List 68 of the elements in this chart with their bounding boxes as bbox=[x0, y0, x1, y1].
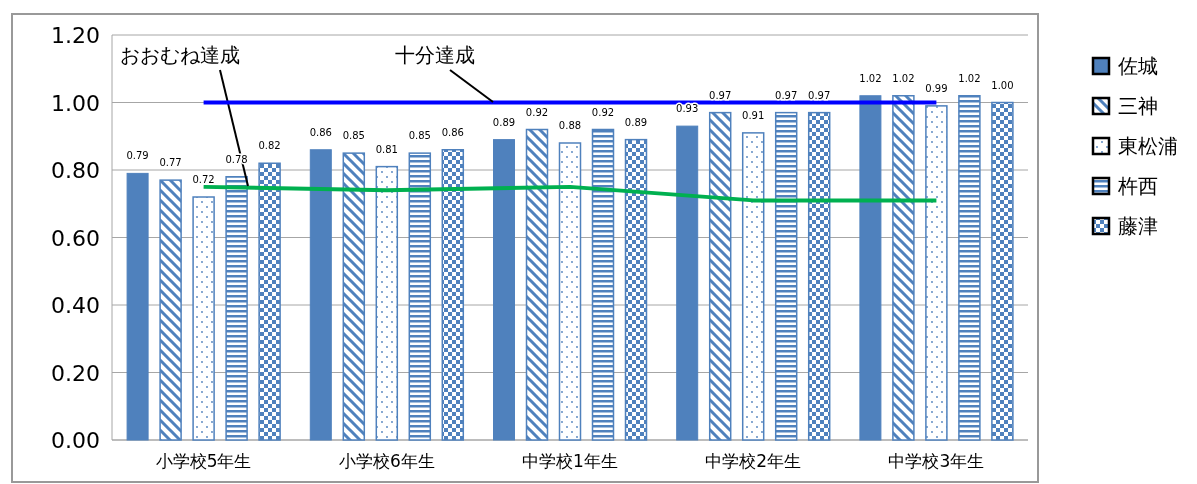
bar bbox=[558, 142, 582, 441]
data-label: 1.02 bbox=[859, 72, 882, 84]
data-label: 1.02 bbox=[892, 72, 915, 84]
legend-label: 藤津 bbox=[1118, 214, 1158, 238]
y-tick-label: 0.20 bbox=[51, 360, 100, 386]
y-tick-label: 1.00 bbox=[51, 90, 100, 116]
data-label: 0.81 bbox=[375, 143, 398, 155]
text: おおむね達成 bbox=[120, 43, 240, 67]
bar bbox=[774, 111, 798, 441]
data-label: 0.91 bbox=[742, 109, 765, 121]
bar bbox=[375, 165, 399, 441]
bar bbox=[741, 132, 765, 441]
bar bbox=[892, 95, 915, 441]
y-tick-label: 0.80 bbox=[51, 158, 100, 183]
data-label: 0.86 bbox=[441, 126, 464, 138]
bar bbox=[493, 139, 515, 441]
data-label: 1.00 bbox=[991, 79, 1014, 91]
data-label: 0.85 bbox=[342, 130, 365, 142]
data-label: 0.79 bbox=[126, 150, 149, 162]
data-label: 0.97 bbox=[808, 89, 831, 101]
legend-label: 東松浦 bbox=[1118, 134, 1178, 158]
bar bbox=[991, 101, 1014, 441]
y-tick-label: 0.40 bbox=[51, 293, 100, 318]
bar bbox=[925, 105, 948, 441]
data-label: 1.02 bbox=[958, 72, 981, 84]
bar bbox=[309, 149, 332, 441]
x-tick-label: 中学校2年生 bbox=[705, 451, 802, 471]
bar bbox=[624, 138, 648, 441]
data-label: 0.93 bbox=[676, 103, 699, 115]
y-tick-label: 1.20 bbox=[51, 23, 100, 48]
bar bbox=[159, 179, 182, 441]
x-tick-label: 中学校1年生 bbox=[522, 451, 618, 471]
bar bbox=[807, 111, 831, 441]
data-label: 0.92 bbox=[525, 106, 549, 118]
bar bbox=[258, 162, 281, 441]
bar bbox=[192, 196, 215, 441]
data-label: 0.77 bbox=[159, 157, 182, 169]
data-label: 0.89 bbox=[624, 116, 648, 128]
data-label: 0.72 bbox=[192, 174, 215, 185]
x-tick-label: 中学校3年生 bbox=[888, 451, 985, 471]
legend-label: 三神 bbox=[1118, 94, 1158, 118]
bar bbox=[525, 128, 549, 441]
data-label: 0.97 bbox=[709, 89, 732, 101]
data-label: 0.97 bbox=[775, 89, 798, 101]
bar bbox=[408, 152, 432, 441]
bar bbox=[708, 111, 732, 441]
data-label: 0.86 bbox=[309, 126, 332, 138]
y-tick-label: 0.60 bbox=[51, 225, 100, 251]
bar bbox=[225, 176, 248, 441]
bar bbox=[441, 149, 465, 441]
x-tick-label: 小学校5年生 bbox=[155, 451, 252, 471]
bar bbox=[591, 128, 615, 441]
legend-label: 杵西 bbox=[1117, 174, 1158, 198]
bar bbox=[676, 125, 699, 441]
data-label: 0.85 bbox=[408, 130, 431, 142]
data-label: 0.82 bbox=[258, 140, 281, 152]
data-label: 0.99 bbox=[925, 82, 948, 94]
series-label: 十分達成 bbox=[395, 43, 475, 67]
bar bbox=[958, 95, 981, 441]
bar bbox=[126, 172, 149, 441]
data-label: 0.88 bbox=[558, 120, 582, 131]
data-label: 0.89 bbox=[492, 116, 516, 128]
x-tick-label: 小学校6年生 bbox=[338, 451, 435, 471]
legend-label: 佐城 bbox=[1118, 54, 1158, 78]
bar bbox=[342, 152, 366, 441]
y-tick-label: 0.00 bbox=[51, 428, 100, 453]
data-label: 0.92 bbox=[591, 106, 615, 118]
bar bbox=[859, 95, 882, 441]
